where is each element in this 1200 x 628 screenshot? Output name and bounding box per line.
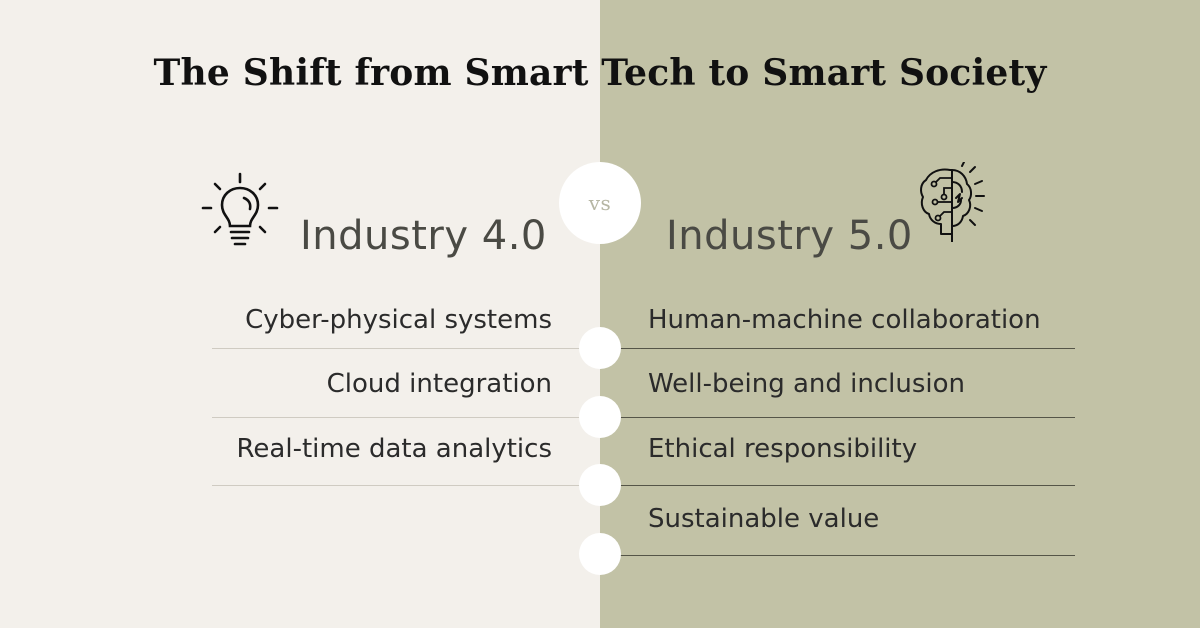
left-item-3: Real-time data analytics [236, 434, 552, 464]
timeline-node-2 [579, 396, 621, 438]
left-divider-3 [212, 485, 600, 486]
timeline-node-1 [579, 327, 621, 369]
vs-badge: vs [559, 162, 641, 244]
left-item-1: Cyber-physical systems [245, 305, 552, 335]
right-divider-3 [600, 485, 1075, 486]
industry-5-heading: Industry 5.0 [666, 213, 913, 260]
lightbulb-icon [201, 172, 279, 246]
right-divider-4 [600, 555, 1075, 556]
right-divider-1 [600, 348, 1075, 349]
right-item-1: Human-machine collaboration [648, 305, 1041, 335]
right-item-3: Ethical responsibility [648, 434, 918, 464]
right-panel-background [600, 0, 1200, 628]
timeline-node-3 [579, 464, 621, 506]
left-divider-1 [212, 348, 600, 349]
right-divider-2 [600, 417, 1075, 418]
brain-circuit-icon [920, 162, 985, 242]
page-title: The Shift from Smart Tech to Smart Socie… [153, 52, 1047, 94]
industry-4-heading: Industry 4.0 [300, 213, 547, 260]
right-item-2: Well-being and inclusion [648, 369, 966, 399]
right-item-4: Sustainable value [648, 504, 880, 534]
left-divider-2 [212, 417, 600, 418]
left-item-2: Cloud integration [326, 369, 552, 399]
vs-label: vs [588, 191, 612, 215]
left-panel-background [0, 0, 600, 628]
timeline-node-4 [579, 533, 621, 575]
